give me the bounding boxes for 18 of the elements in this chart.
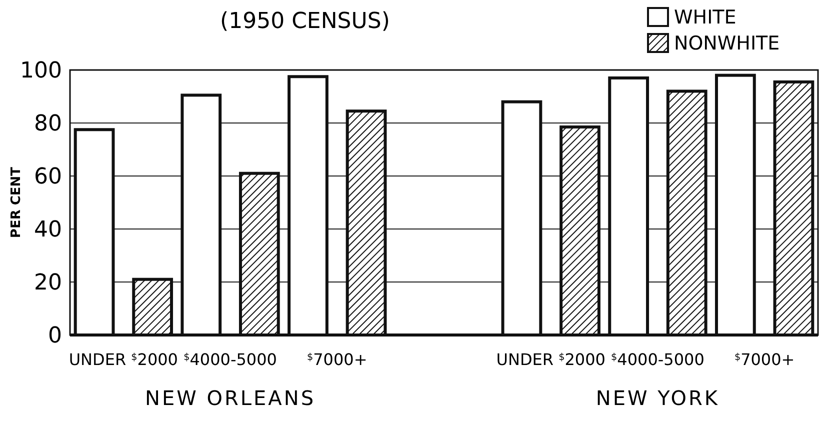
x-tick-label: $^{$}$4000-5000	[611, 350, 704, 369]
y-tick-label: 40	[34, 218, 62, 243]
legend-label: NONWHITE	[674, 32, 780, 55]
text: NEW YORK	[596, 386, 720, 410]
y-tick-label: 0	[48, 324, 62, 349]
y-tick-label: 20	[34, 270, 62, 296]
y-axis-title: PER CENT	[9, 166, 24, 238]
x-tick-label: $^{$}$7000+	[307, 350, 368, 369]
legend-label: WHITE	[674, 6, 736, 29]
text: NEW ORLEANS	[145, 386, 316, 410]
chart-title: (1950 CENSUS)	[220, 9, 390, 34]
y-tick-label: 80	[34, 112, 62, 137]
y-tick-label: 60	[34, 164, 62, 190]
x-tick-label: $^{$}$4000-5000	[184, 350, 277, 369]
x-tick-label: UNDER $^{$}$2000	[68, 350, 178, 369]
y-tick-label: 100	[20, 58, 62, 84]
x-tick-label: $^{$}$7000+	[734, 350, 795, 369]
x-tick-label: UNDER $^{$}$2000	[496, 350, 606, 369]
